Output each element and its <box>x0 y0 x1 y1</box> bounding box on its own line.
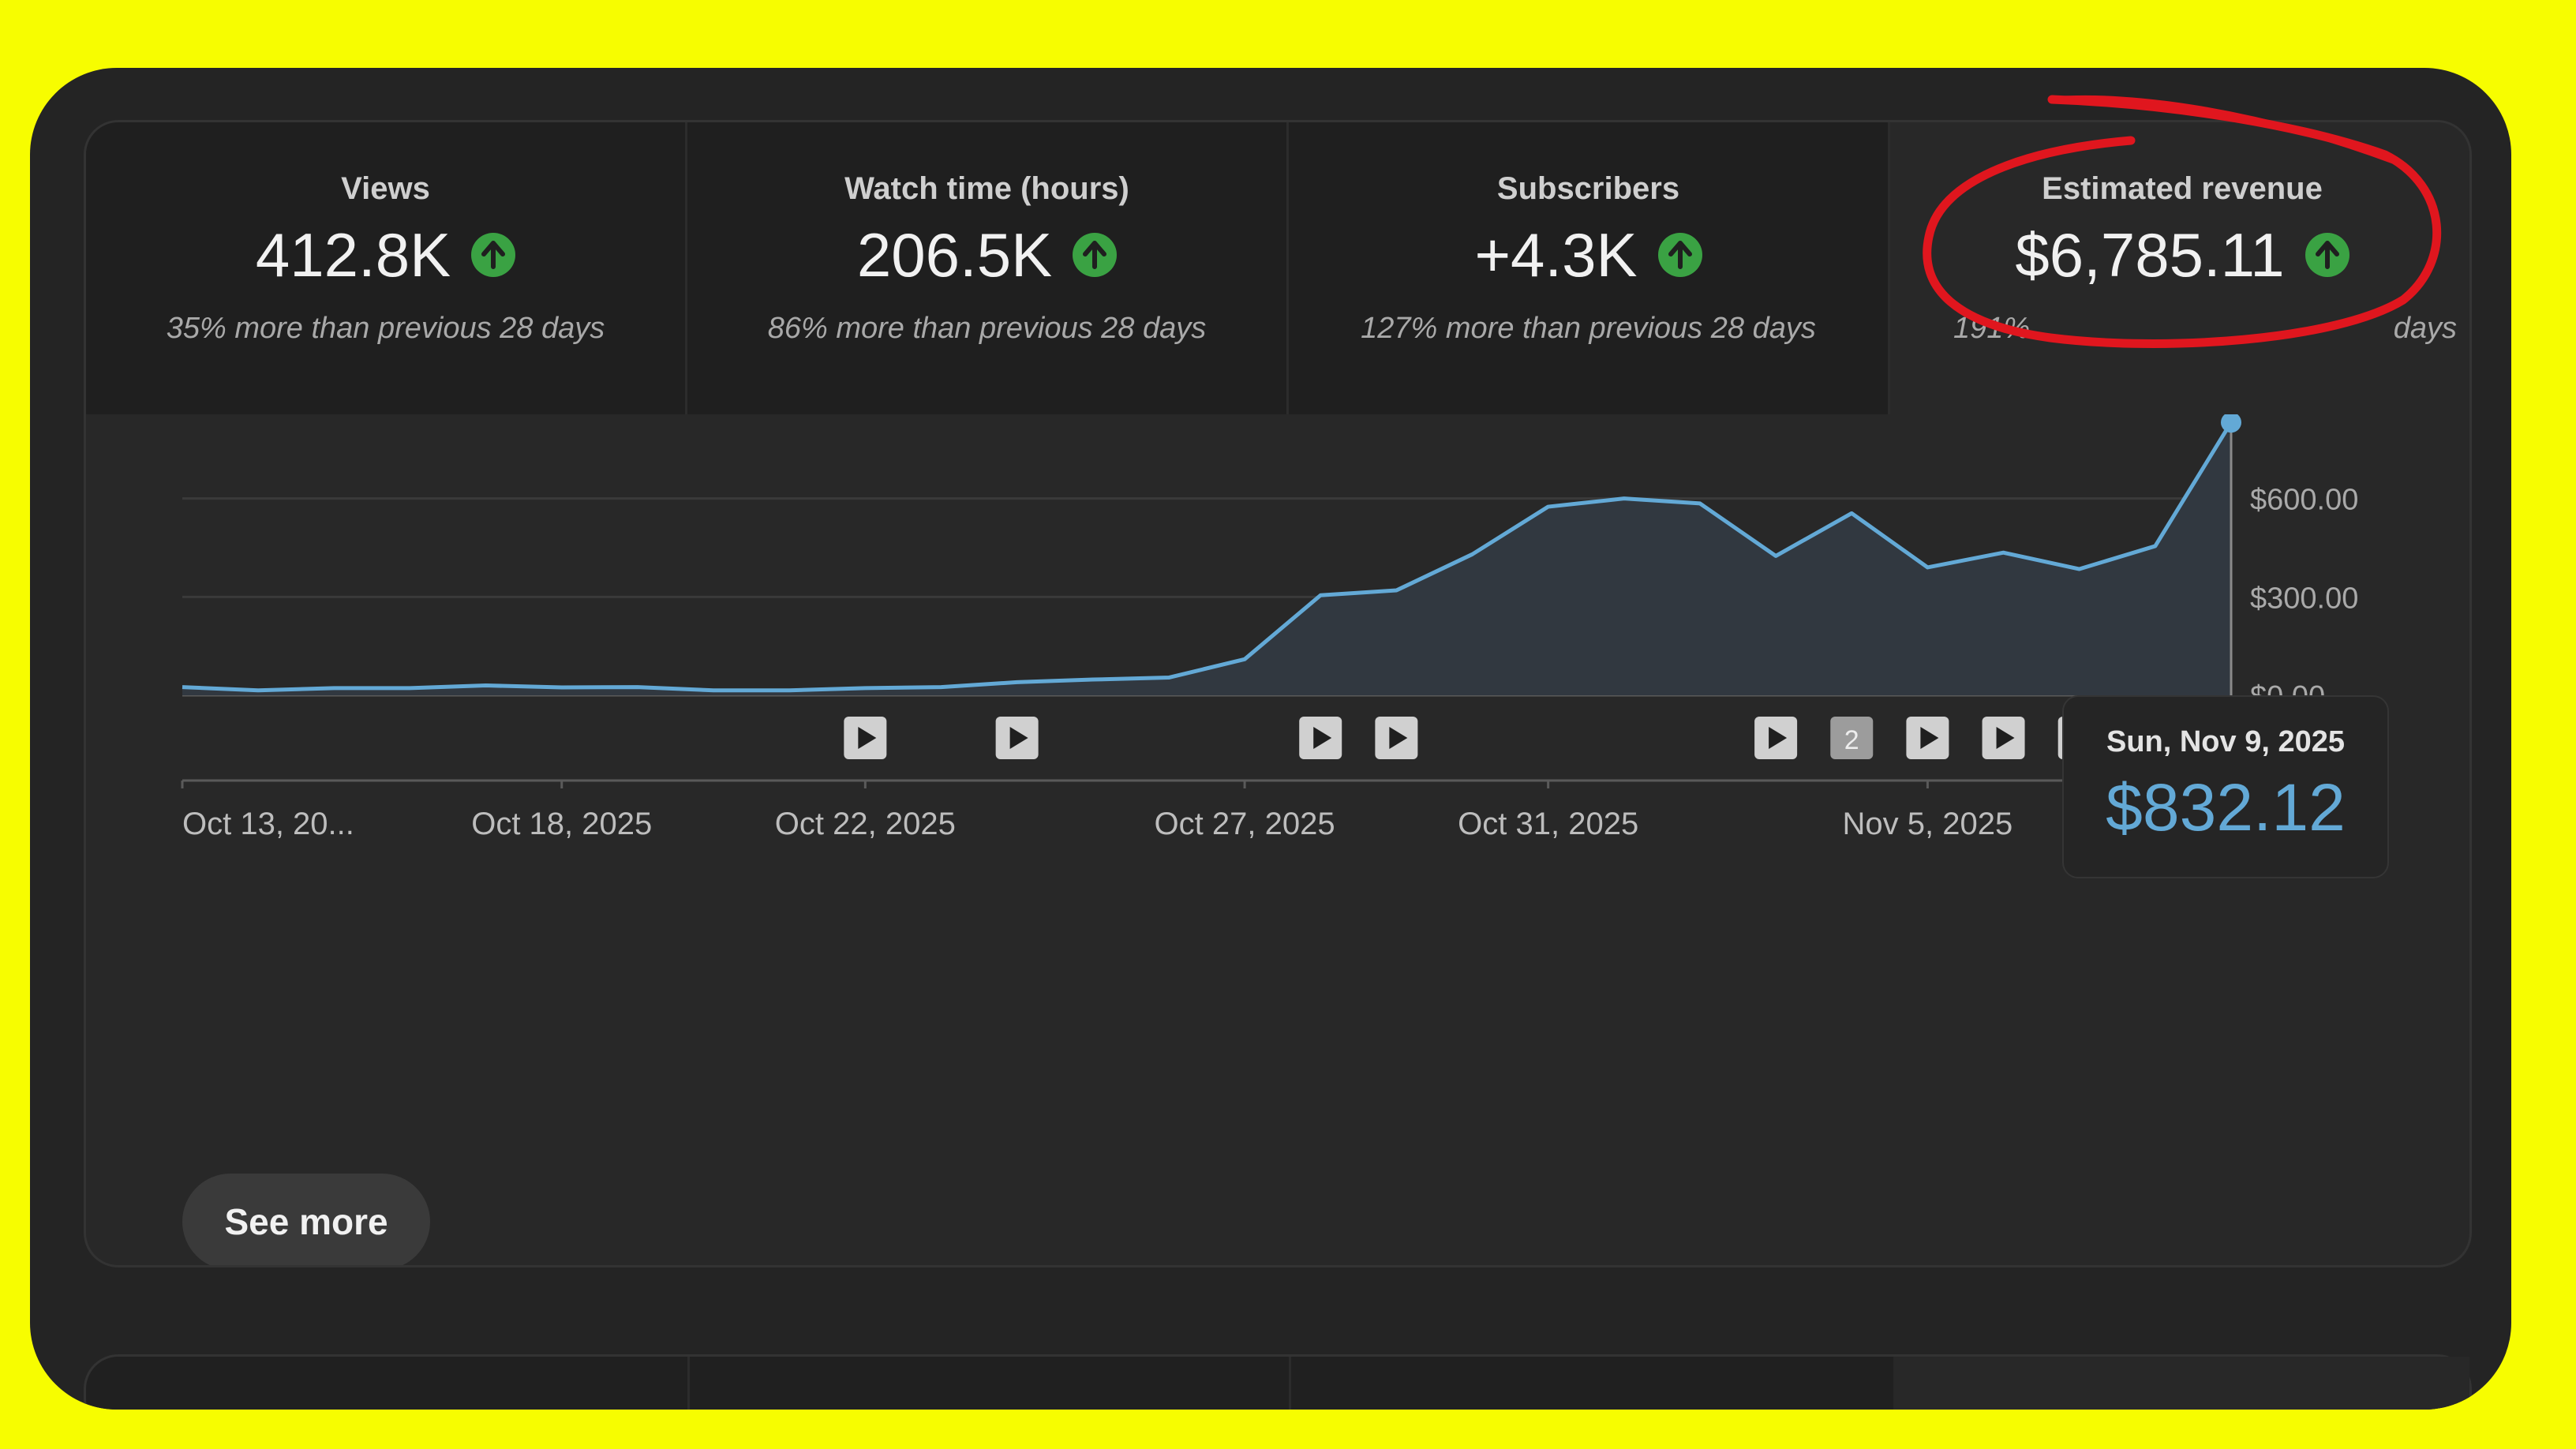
metric-label: Subscribers <box>1496 171 1680 206</box>
video-marker[interactable] <box>1906 717 1949 759</box>
data-point <box>182 687 183 688</box>
video-marker[interactable] <box>1375 717 1418 759</box>
metric-tabs: Views 412.8K 35% more than previous 28 d… <box>86 122 2469 414</box>
metric-tab-watch-time[interactable]: Watch time (hours) 206.5K 86% more than … <box>687 122 1289 414</box>
metric-tab-views[interactable]: Views 412.8K 35% more than previous 28 d… <box>86 122 687 414</box>
metric-value: $6,785.11 <box>2015 219 2285 290</box>
data-point <box>1851 512 1852 514</box>
play-icon <box>1313 727 1332 749</box>
x-tick-label: Oct 27, 2025 <box>1155 807 1335 841</box>
video-group-count: 2 <box>1844 725 1859 755</box>
data-point <box>2221 414 2241 433</box>
tooltip-date: Sun, Nov 9, 2025 <box>2106 725 2345 758</box>
data-point <box>864 687 866 689</box>
x-tick-label: Oct 13, 20... <box>182 807 354 841</box>
data-point <box>713 690 714 691</box>
arrow-up-circle-icon <box>1657 233 1702 277</box>
analytics-panel: Views 412.8K 35% more than previous 28 d… <box>30 68 2511 1410</box>
y-tick-label: $300.00 <box>2250 582 2358 615</box>
video-marker[interactable] <box>1982 717 2025 759</box>
metric-value: 412.8K <box>255 219 451 290</box>
play-icon <box>1009 727 1028 749</box>
data-point <box>1092 679 1094 680</box>
play-icon <box>858 727 877 749</box>
divider <box>1289 1357 1291 1410</box>
data-point <box>1244 658 1245 660</box>
see-more-button[interactable]: See more <box>182 1174 430 1265</box>
data-point <box>257 690 259 691</box>
data-point <box>485 685 487 687</box>
data-point <box>788 690 790 691</box>
play-icon <box>1389 727 1408 749</box>
arrow-up-circle-icon <box>2305 233 2349 277</box>
play-icon <box>1769 727 1788 749</box>
data-point <box>940 687 942 688</box>
arrow-up-circle-icon <box>471 233 516 277</box>
video-marker[interactable]: 2 <box>1830 717 1874 759</box>
chart-svg: 2 Oct 13, 20... Oct 18, 2025 Oct 22, 2025 O… <box>181 414 2358 841</box>
series-line <box>182 421 2233 693</box>
metric-comparison: 35% more than previous 28 days <box>166 312 605 345</box>
data-point <box>1623 498 1625 500</box>
video-thumbnail <box>1830 717 1874 759</box>
x-tick-label: Nov 5, 2025 <box>1843 807 2013 841</box>
overview-card: Views 412.8K 35% more than previous 28 d… <box>84 120 2472 1267</box>
data-point <box>1548 506 1549 507</box>
series-area <box>182 422 2231 695</box>
play-icon <box>1920 727 1939 749</box>
x-tick-label: Oct 18, 2025 <box>471 807 652 841</box>
data-point <box>1775 555 1777 556</box>
metric-value: +4.3K <box>1474 219 1638 290</box>
play-icon <box>1996 727 2015 749</box>
data-point <box>409 687 410 689</box>
video-marker[interactable] <box>995 717 1039 759</box>
video-marker[interactable] <box>1299 717 1342 759</box>
data-point <box>561 687 563 688</box>
secondary-metrics-card <box>84 1354 2472 1410</box>
data-point <box>1699 503 1701 504</box>
x-tick-label: Oct 22, 2025 <box>775 807 956 841</box>
metric-comparison: 127% more than previous 28 days <box>1361 312 1816 345</box>
metric-value: 206.5K <box>856 219 1053 290</box>
metric-tab-subscribers[interactable]: Subscribers +4.3K 127% more than previou… <box>1289 122 1890 414</box>
data-point <box>2003 552 2005 553</box>
data-point <box>2155 545 2156 547</box>
video-marker[interactable] <box>844 717 887 759</box>
data-point <box>637 687 638 688</box>
data-point <box>1168 677 1170 679</box>
data-point <box>1926 567 1928 568</box>
metric-comparison-start: 191% <box>1953 312 2031 345</box>
y-tick-label: $900.00 <box>2250 414 2358 418</box>
y-tick-label: $600.00 <box>2250 484 2358 517</box>
data-point <box>1320 594 1321 596</box>
tooltip-value: $832.12 <box>2106 770 2346 844</box>
revenue-chart[interactable]: 2 Oct 13, 20... Oct 18, 2025 Oct 22, 2025 O… <box>86 414 2469 983</box>
metric-label: Views <box>341 171 430 206</box>
data-point <box>1472 553 1473 555</box>
data-point <box>333 687 335 689</box>
data-point <box>1395 590 1397 591</box>
metric-tab-estimated-revenue[interactable]: Estimated revenue $6,785.11 191% days <box>1890 122 2469 414</box>
metric-comparison: 86% more than previous 28 days <box>767 312 1207 345</box>
metric-comparison-end: days <box>2393 312 2457 345</box>
metric-label: Estimated revenue <box>2042 171 2323 206</box>
chart-tooltip: Sun, Nov 9, 2025 $832.12 <box>2062 695 2389 878</box>
arrow-up-circle-icon <box>1073 233 1118 277</box>
metric-label: Watch time (hours) <box>844 171 1129 206</box>
secondary-selected-tab <box>1893 1357 2469 1410</box>
divider <box>687 1357 690 1410</box>
data-point <box>2079 568 2080 570</box>
x-tick-label: Oct 31, 2025 <box>1458 807 1638 841</box>
data-point <box>1017 681 1018 683</box>
video-marker[interactable] <box>1754 717 1798 759</box>
